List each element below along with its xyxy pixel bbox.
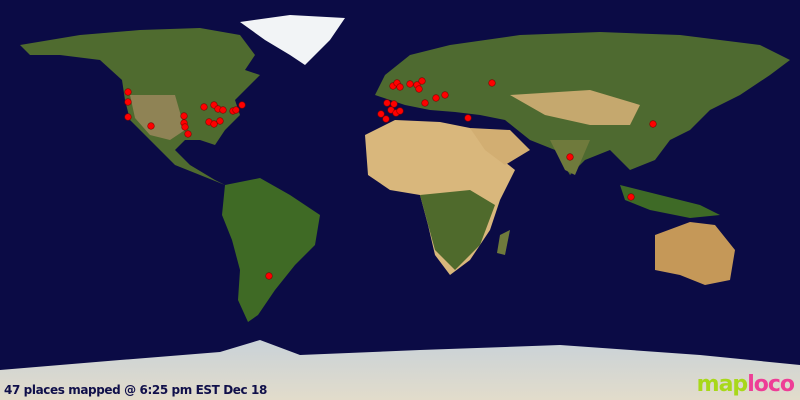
place-marker[interactable]: [627, 193, 635, 201]
place-marker[interactable]: [184, 130, 192, 138]
place-marker[interactable]: [382, 115, 390, 123]
place-marker[interactable]: [415, 85, 423, 93]
place-marker[interactable]: [488, 79, 496, 87]
place-marker[interactable]: [238, 101, 246, 109]
place-markers: [124, 77, 657, 280]
place-marker[interactable]: [441, 91, 449, 99]
place-marker[interactable]: [406, 80, 414, 88]
logo-map-text: map: [696, 372, 749, 397]
place-marker[interactable]: [383, 99, 391, 107]
place-marker[interactable]: [265, 272, 273, 280]
place-marker[interactable]: [200, 103, 208, 111]
place-marker[interactable]: [124, 98, 132, 106]
place-marker[interactable]: [232, 106, 240, 114]
place-marker[interactable]: [421, 99, 429, 107]
maploco-logo[interactable]: maploco: [696, 372, 795, 397]
place-marker[interactable]: [396, 83, 404, 91]
place-marker[interactable]: [432, 94, 440, 102]
places-mapped-caption: 47 places mapped @ 6:25 pm EST Dec 18: [4, 383, 267, 397]
place-marker[interactable]: [377, 110, 385, 118]
place-marker[interactable]: [210, 120, 218, 128]
place-marker[interactable]: [124, 88, 132, 96]
place-marker[interactable]: [390, 100, 398, 108]
place-marker[interactable]: [219, 106, 227, 114]
place-marker[interactable]: [124, 113, 132, 121]
place-marker[interactable]: [180, 112, 188, 120]
place-marker[interactable]: [181, 123, 189, 131]
logo-loco-text: loco: [747, 372, 795, 397]
place-marker[interactable]: [566, 153, 574, 161]
place-marker[interactable]: [418, 77, 426, 85]
place-marker[interactable]: [147, 122, 155, 130]
place-marker[interactable]: [649, 120, 657, 128]
place-marker[interactable]: [396, 107, 404, 115]
place-marker[interactable]: [464, 114, 472, 122]
place-marker[interactable]: [216, 117, 224, 125]
